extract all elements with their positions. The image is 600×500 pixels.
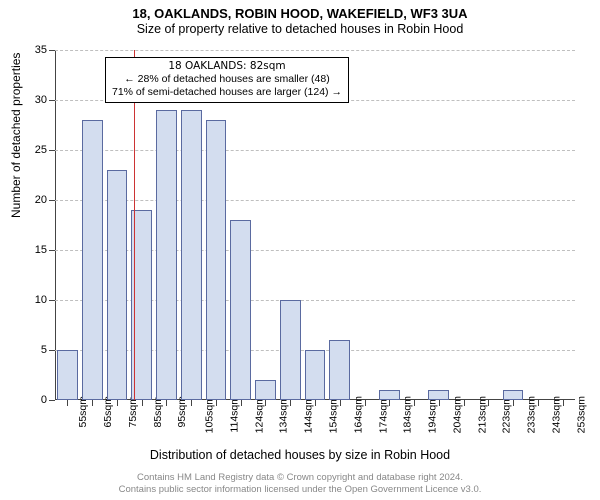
x-tick-label: 105sqm (204, 396, 216, 433)
x-tick (389, 400, 390, 406)
y-tick (49, 300, 55, 301)
title-line-2: Size of property relative to detached ho… (0, 22, 600, 38)
x-tick-label: 95sqm (176, 396, 188, 428)
y-tick-label: 10 (35, 294, 47, 306)
bar (82, 120, 103, 400)
x-tick-label: 243sqm (551, 396, 563, 433)
bar (57, 350, 78, 400)
x-tick-label: 174sqm (377, 396, 389, 433)
annotation-line: 71% of semi-detached houses are larger (… (112, 86, 342, 99)
chart-root: 18, OAKLANDS, ROBIN HOOD, WAKEFIELD, WF3… (0, 0, 600, 500)
x-tick (92, 400, 93, 406)
x-tick (265, 400, 266, 406)
x-tick (365, 400, 366, 406)
y-tick-label: 25 (35, 144, 47, 156)
x-tick-label: 154sqm (328, 396, 340, 433)
title-block: 18, OAKLANDS, ROBIN HOOD, WAKEFIELD, WF3… (0, 6, 600, 38)
x-tick-label: 134sqm (278, 396, 290, 433)
bar (156, 110, 177, 400)
plot-area: 0510152025303555sqm65sqm75sqm85sqm95sqm1… (55, 50, 575, 400)
grid-line (55, 150, 575, 151)
annotation-box: 18 OAKLANDS: 82sqm← 28% of detached hous… (105, 57, 349, 103)
x-tick (340, 400, 341, 406)
bar (255, 380, 276, 400)
x-tick-label: 194sqm (427, 396, 439, 433)
y-tick-label: 0 (41, 394, 47, 406)
grid-line (55, 200, 575, 201)
bar (329, 340, 350, 400)
footer-line-2: Contains public sector information licen… (0, 484, 600, 496)
y-tick-label: 30 (35, 94, 47, 106)
bar (503, 390, 524, 400)
y-tick (49, 400, 55, 401)
y-tick (49, 100, 55, 101)
x-tick-label: 114sqm (228, 396, 240, 433)
x-tick-label: 75sqm (127, 396, 139, 428)
x-tick (191, 400, 192, 406)
bar (428, 390, 449, 400)
x-tick-label: 253sqm (575, 396, 587, 433)
x-axis-label: Distribution of detached houses by size … (0, 448, 600, 462)
x-tick (117, 400, 118, 406)
bar (305, 350, 326, 400)
x-tick (538, 400, 539, 406)
x-tick (216, 400, 217, 406)
x-tick-label: 223sqm (501, 396, 513, 433)
y-tick-label: 15 (35, 244, 47, 256)
x-tick (439, 400, 440, 406)
bar (379, 390, 400, 400)
x-tick (290, 400, 291, 406)
x-tick (166, 400, 167, 406)
y-tick-label: 5 (41, 344, 47, 356)
x-tick (241, 400, 242, 406)
x-tick (563, 400, 564, 406)
footer-line-1: Contains HM Land Registry data © Crown c… (0, 472, 600, 484)
x-tick-label: 55sqm (77, 396, 89, 428)
x-tick-label: 184sqm (402, 396, 414, 433)
x-tick (464, 400, 465, 406)
x-tick (488, 400, 489, 406)
bar (107, 170, 128, 400)
y-tick (49, 250, 55, 251)
x-tick-label: 65sqm (102, 396, 114, 428)
footer: Contains HM Land Registry data © Crown c… (0, 472, 600, 496)
x-tick-label: 164sqm (352, 396, 364, 433)
bar (280, 300, 301, 400)
x-tick (315, 400, 316, 406)
y-tick (49, 50, 55, 51)
y-tick-label: 20 (35, 194, 47, 206)
y-tick (49, 150, 55, 151)
bar (230, 220, 251, 400)
x-tick (414, 400, 415, 406)
x-tick-label: 233sqm (526, 396, 538, 433)
x-tick-label: 85sqm (151, 396, 163, 428)
x-tick-label: 204sqm (451, 396, 463, 433)
x-tick (513, 400, 514, 406)
x-tick (142, 400, 143, 406)
title-line-1: 18, OAKLANDS, ROBIN HOOD, WAKEFIELD, WF3… (0, 6, 600, 22)
y-axis-label: Number of detached properties (9, 53, 23, 218)
x-tick-label: 213sqm (476, 396, 488, 433)
y-tick-label: 35 (35, 44, 47, 56)
annotation-line: ← 28% of detached houses are smaller (48… (112, 73, 342, 86)
grid-line (55, 50, 575, 51)
y-tick (49, 200, 55, 201)
x-tick (67, 400, 68, 406)
bar (181, 110, 202, 400)
x-tick-label: 124sqm (253, 396, 265, 433)
x-tick-label: 144sqm (303, 396, 315, 433)
y-tick (49, 350, 55, 351)
y-axis (55, 50, 56, 400)
bar (206, 120, 227, 400)
annotation-line: 18 OAKLANDS: 82sqm (112, 60, 342, 73)
